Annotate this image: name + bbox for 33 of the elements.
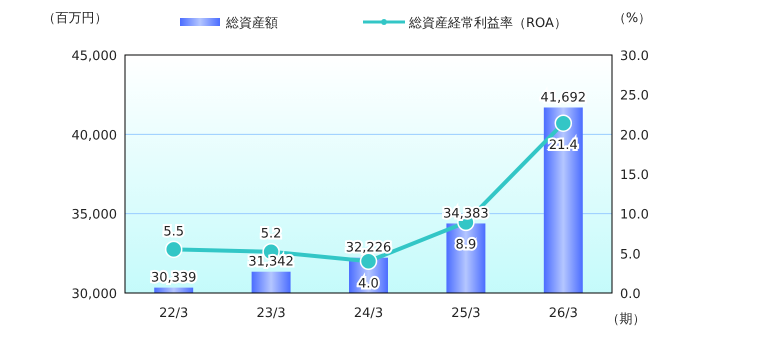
data-label: 31,342 bbox=[248, 254, 294, 270]
data-label: 8.9 bbox=[456, 237, 476, 252]
y2-tick-label: 10.0 bbox=[620, 208, 649, 223]
data-label: 30,339 bbox=[150, 270, 196, 286]
y-tick-label: 40,000 bbox=[72, 128, 117, 144]
y-tick-label: 30,000 bbox=[72, 287, 117, 302]
x-tick-label: 26/3 bbox=[548, 306, 578, 321]
y2-tick-label: 25.0 bbox=[620, 88, 649, 104]
data-label: 5.2 bbox=[260, 226, 282, 242]
y2-tick-label: 15.0 bbox=[620, 168, 649, 183]
legend-label: 総資産額 bbox=[225, 15, 278, 31]
x-tick-label: 22/3 bbox=[159, 306, 188, 321]
point bbox=[164, 240, 182, 258]
legend-label: 総資産経常利益率（ROA） bbox=[408, 15, 567, 31]
y-axis-title: （百万円） bbox=[42, 11, 108, 26]
point bbox=[360, 252, 378, 270]
y2-tick-label: 0.0 bbox=[620, 287, 641, 302]
data-label: 4.0 bbox=[358, 276, 379, 292]
y2-tick-label: 5.0 bbox=[620, 247, 641, 262]
y2-tick-label: 20.0 bbox=[620, 128, 649, 144]
data-label: 32,226 bbox=[346, 240, 392, 256]
x-axis-title: （期） bbox=[606, 312, 646, 327]
x-tick-label: 25/3 bbox=[451, 306, 480, 321]
x-tick-label: 23/3 bbox=[256, 306, 286, 321]
y2-tick-label: 30.0 bbox=[620, 49, 649, 64]
y-tick-label: 45,000 bbox=[72, 49, 117, 64]
y2-axis-title: （%） bbox=[612, 11, 652, 26]
data-label: 41,692 bbox=[540, 90, 586, 106]
data-label: 21.4 bbox=[548, 138, 578, 154]
y-tick-label: 35,000 bbox=[72, 208, 117, 223]
data-label: 5.5 bbox=[163, 224, 184, 240]
x-tick-label: 24/3 bbox=[354, 306, 384, 321]
point bbox=[554, 114, 572, 132]
